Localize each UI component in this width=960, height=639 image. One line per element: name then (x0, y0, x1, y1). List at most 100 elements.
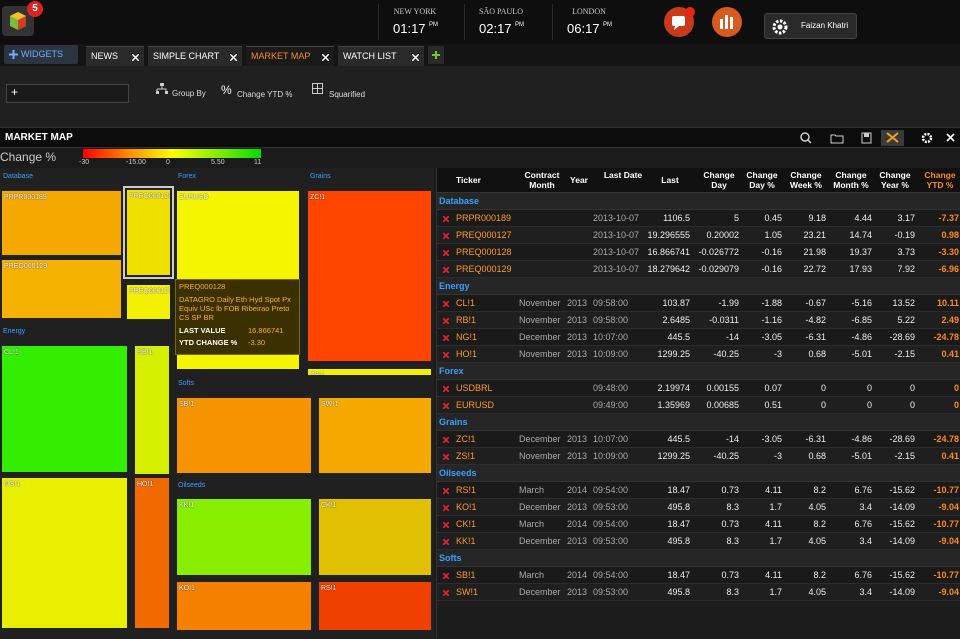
treemap-tile[interactable]: RB!1 (134, 345, 170, 475)
column-header: Year (570, 175, 588, 185)
table-cell: -4.82 (805, 315, 826, 325)
table-cell: 10:07:00 (593, 332, 629, 342)
table-cell: 0.73 (721, 485, 739, 495)
treemap-tile[interactable]: PREQ000127 (126, 284, 171, 320)
table-row[interactable]: PREQ000129 2013-10-07 18.279642 -0.029079 -0… (437, 261, 960, 278)
table-cell: 09:58:00 (593, 315, 629, 325)
treemap-tile[interactable]: CL!1 (1, 345, 128, 473)
layout-button[interactable]: Squarified (329, 90, 366, 99)
table-cell: -3 (773, 451, 782, 461)
table-cell: -28.69 (889, 332, 915, 342)
table-row[interactable]: CL!1 November 2013 09:58:00 103.87 -1.99 -1.88… (437, 295, 960, 312)
treemap-tile[interactable]: KO!1 (176, 581, 312, 631)
user-button[interactable]: Faizan Khatri (764, 13, 857, 39)
widgets-button[interactable]: WIDGETS (4, 45, 78, 64)
table-row[interactable]: ZS!1 November 2013 10:09:00 1299.25 -40.25 -3 0… (437, 448, 960, 465)
table-cell: 0 (909, 400, 915, 410)
treemap-tile[interactable]: KK!1 (176, 498, 312, 576)
remove-icon[interactable] (443, 233, 449, 239)
remove-icon[interactable] (443, 301, 449, 307)
tab-bar: WIDGETS NEWS SIMPLE CHART MARKET MAP WATCH L… (0, 44, 960, 66)
remove-icon[interactable] (443, 590, 449, 596)
remove-icon[interactable] (443, 454, 449, 460)
tab[interactable]: NEWS (86, 46, 144, 66)
add-tab[interactable] (428, 46, 444, 64)
treemap-tile[interactable]: PRPR000189 (1, 190, 122, 256)
remove-icon[interactable] (443, 539, 449, 545)
column-header: Change Month % (833, 170, 869, 190)
tab[interactable]: WATCH LIST (338, 46, 424, 66)
remove-icon[interactable] (443, 505, 449, 511)
table-cell: KO!1 (456, 502, 477, 512)
remove-icon[interactable] (443, 250, 449, 256)
table-row[interactable]: USDBRL 09:48:00 2.19974 0.00155 0.07 0 0 0 0 (437, 380, 960, 397)
scale-label: 11 (254, 159, 262, 166)
table-cell: 8.2 (813, 570, 826, 580)
remove-icon[interactable] (443, 573, 449, 579)
table-cell: 2013 (567, 587, 588, 597)
change-button[interactable]: Change YTD % (237, 90, 293, 99)
scale-label: 0 (166, 159, 170, 166)
remove-icon[interactable] (443, 267, 449, 273)
table-row[interactable]: HO!1 November 2013 10:09:00 1299.25 -40.25 -3 0… (437, 346, 960, 363)
remove-icon[interactable] (443, 522, 449, 528)
panel-icons[interactable] (795, 130, 960, 146)
table-cell: -9.04 (938, 587, 959, 597)
tab-close[interactable] (322, 54, 329, 61)
table-cell: 10.11 (936, 298, 959, 308)
treemap-tile[interactable]: ZC!1 (307, 190, 432, 362)
table-row[interactable]: PREQ000128 2013-10-07 16.866741 -0.026772 -0… (437, 244, 960, 261)
group-by-button[interactable]: Group By (172, 89, 206, 98)
table-cell: RS!1 (456, 485, 477, 495)
treemap-tile[interactable]: CK!1 (318, 498, 432, 576)
table-cell: 0.00685 (706, 400, 739, 410)
table-row[interactable]: KK!1 December 2013 09:53:00 495.8 8.3 1.7 4.05 3… (437, 533, 960, 550)
table-cell: -5.01 (851, 349, 872, 359)
treemap-tile[interactable]: ZS!1 (307, 368, 432, 376)
table-row[interactable]: PRPR000189 2013-10-07 1106.5 5 0.45 9.18 4.44 3… (437, 210, 960, 227)
table-cell: 4.11 (765, 570, 782, 580)
table-row[interactable]: CK!1 March 2014 09:54:00 18.47 0.73 4.11 8.2 6.7… (437, 516, 960, 533)
logo[interactable] (2, 6, 34, 36)
treemap-tile[interactable]: PREQ000128 (123, 186, 174, 279)
tab[interactable]: SIMPLE CHART (148, 46, 242, 66)
treemap-tile[interactable]: SW!1 (318, 397, 432, 474)
search-input[interactable]: + (6, 84, 129, 103)
user-name: Faizan Khatri (801, 21, 849, 30)
chat-button[interactable] (663, 6, 695, 38)
tab-close[interactable] (230, 54, 237, 61)
tab-close[interactable] (412, 54, 419, 61)
treemap-tile[interactable]: SB!1 (176, 397, 312, 474)
remove-icon[interactable] (443, 437, 449, 443)
treemap-tile[interactable]: PREQ000129 (1, 259, 122, 319)
table-row[interactable]: ZC!1 December 2013 10:07:00 445.5 -14 -3.05 -6.… (437, 431, 960, 448)
table-cell: CK!1 (456, 519, 477, 529)
table-cell: 09:53:00 (593, 536, 629, 546)
table-row[interactable]: SW!1 December 2013 09:53:00 495.8 8.3 1.7 4.05 3… (437, 584, 960, 601)
remove-icon[interactable] (443, 352, 449, 358)
remove-icon[interactable] (443, 216, 449, 222)
treemap-tile[interactable]: RS!1 (318, 581, 432, 631)
treemap-tile[interactable]: HO!1 (134, 477, 170, 629)
chart-button[interactable] (711, 6, 743, 38)
treemap-tile[interactable]: NG!1 (1, 477, 128, 629)
table-cell: KK!1 (456, 536, 476, 546)
table-cell: -3.05 (761, 434, 782, 444)
remove-icon[interactable] (443, 318, 449, 324)
table-row[interactable]: NG!1 December 2013 10:07:00 445.5 -14 -3.05 -6.… (437, 329, 960, 346)
table-row[interactable]: RS!1 March 2014 09:54:00 18.47 0.73 4.11 8.2 6.7… (437, 482, 960, 499)
table-row[interactable]: KO!1 December 2013 09:53:00 495.8 8.3 1.7 4.05 3… (437, 499, 960, 516)
remove-icon[interactable] (443, 386, 449, 392)
table-row[interactable]: PREQ000127 2013-10-07 19.296555 0.20002 1.05… (437, 227, 960, 244)
tab-close[interactable] (132, 54, 139, 61)
remove-icon[interactable] (443, 403, 449, 409)
clock-time: 01:17 (393, 21, 426, 36)
table-row[interactable]: SB!1 March 2014 09:54:00 18.47 0.73 4.11 8.2 6.7… (437, 567, 960, 584)
table-row[interactable]: EURUSD 09:49:00 1.35969 0.00685 0.51 0 0 0 0 (437, 397, 960, 414)
percent-icon[interactable]: % (221, 83, 232, 97)
table-row[interactable]: RB!1 November 2013 09:58:00 2.6485 -0.0311 -1.… (437, 312, 960, 329)
table-cell: 16.866741 (647, 247, 690, 257)
remove-icon[interactable] (443, 335, 449, 341)
remove-icon[interactable] (443, 488, 449, 494)
tab[interactable]: MARKET MAP (246, 46, 334, 66)
